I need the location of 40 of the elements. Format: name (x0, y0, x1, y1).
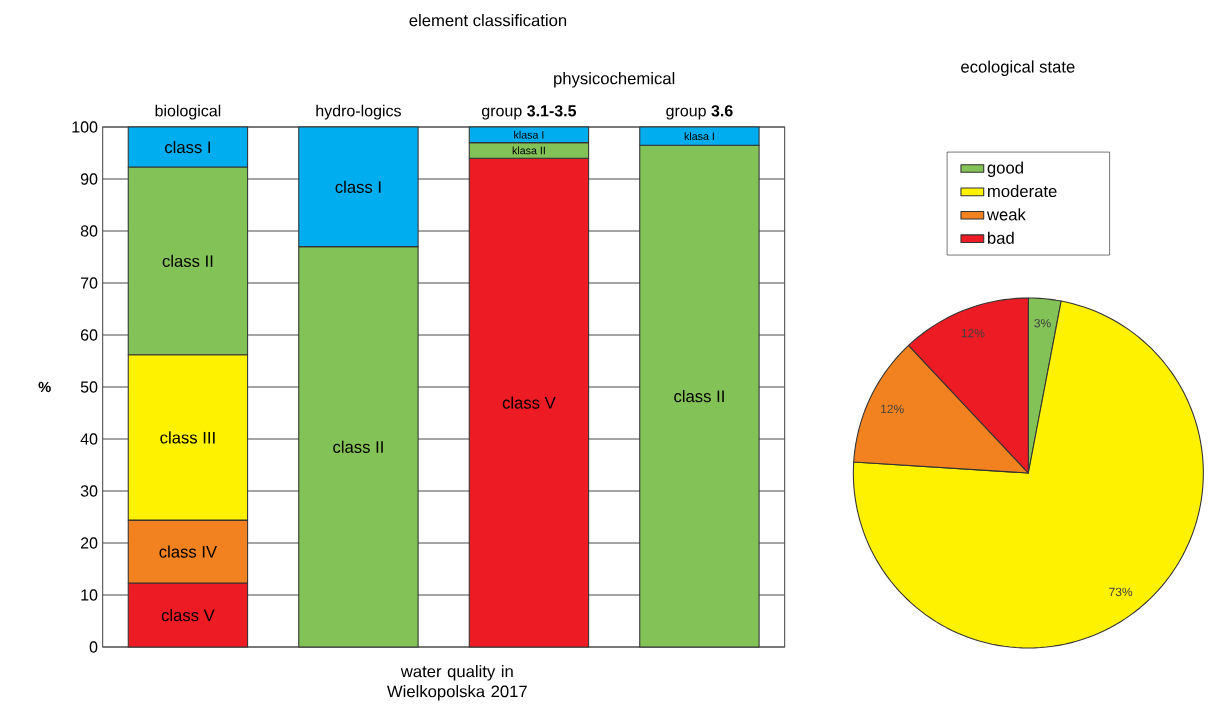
data-label: class II (674, 389, 724, 403)
chart-title: ecological state (961, 60, 1075, 76)
data-label: class III (160, 431, 215, 444)
data-label: class I (165, 140, 210, 154)
text: physicochemical (554, 72, 675, 88)
data-label: class V (502, 396, 556, 409)
y-tick-label: 60 (80, 329, 98, 341)
y-tick-label: 90 (80, 173, 98, 185)
data-label: 73% (1109, 587, 1133, 597)
y-tick-label: 40 (80, 433, 98, 445)
legend-label: bad (987, 231, 1014, 244)
data-label: 12% (881, 404, 904, 414)
legend-label: moderate (988, 184, 1057, 198)
y-tick-label: 50 (80, 381, 98, 393)
data-label: class V (161, 608, 215, 622)
y-tick-label: 70 (80, 277, 98, 289)
y-tick-label: 80 (80, 225, 98, 237)
data-label: 3% (1034, 318, 1051, 328)
data-label: class II (162, 254, 213, 268)
x-axis-title: water quality in Wielkopolska 2017 (386, 665, 527, 701)
y-tick-label: 100 (72, 121, 98, 133)
x-tick-label: biological (155, 104, 221, 120)
x-tick-label: group 3.1-3.5 (482, 105, 577, 120)
data-label: 12% (961, 328, 985, 338)
legend-label: good (987, 161, 1023, 177)
data-label: class IV (159, 545, 217, 558)
x-tick-label: hydro-logics (316, 104, 401, 120)
y-tick-label: 10 (81, 589, 98, 601)
y-tick-label: 0 (89, 641, 98, 653)
y-tick-label: 20 (80, 537, 98, 549)
data-label: klasa I (684, 132, 714, 141)
chart-title: element classification (409, 14, 567, 27)
data-label: class II (333, 440, 383, 453)
legend-label: weak (986, 208, 1026, 221)
y-axis-title: % (38, 381, 51, 393)
y-tick-label: 30 (80, 485, 98, 497)
data-label: klasa II (512, 146, 545, 155)
data-label: class I (335, 180, 381, 193)
data-label: klasa I (514, 130, 544, 139)
x-tick-label: group 3.6 (666, 105, 733, 120)
